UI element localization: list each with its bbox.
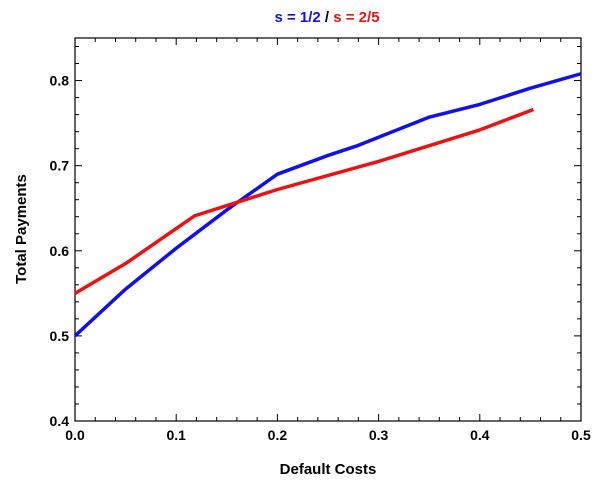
y-axis-label: Total Payments bbox=[13, 174, 30, 284]
x-tick-label: 0.5 bbox=[571, 427, 591, 443]
y-tick-label: 0.8 bbox=[50, 73, 70, 89]
x-axis-label: Default Costs bbox=[280, 461, 377, 478]
x-tick-label: 0.2 bbox=[268, 427, 288, 443]
y-tick-label: 0.6 bbox=[50, 243, 70, 259]
y-tick-label: 0.4 bbox=[50, 413, 70, 429]
x-tick-label: 0.0 bbox=[65, 427, 85, 443]
title-part-red: s = 2/5 bbox=[333, 9, 379, 26]
title-separator: / bbox=[321, 9, 334, 26]
x-tick-label: 0.1 bbox=[166, 427, 186, 443]
axis-ticks bbox=[74, 38, 582, 422]
chart-title: s = 1/2 / s = 2/5 bbox=[274, 9, 379, 26]
axis-tick-labels: 0.0 0.1 0.2 0.3 0.4 0.5 0.4 0.5 0.6 0.7 0.8 bbox=[50, 73, 591, 443]
series-layer bbox=[73, 72, 582, 338]
title-part-blue: s = 1/2 bbox=[274, 9, 320, 26]
y-tick-label: 0.7 bbox=[50, 158, 70, 174]
x-tick-label: 0.4 bbox=[470, 427, 490, 443]
plot-frame bbox=[74, 37, 582, 422]
series-line-blue bbox=[73, 72, 582, 338]
y-tick-label: 0.5 bbox=[50, 328, 70, 344]
x-tick-label: 0.3 bbox=[369, 427, 389, 443]
series-line-red bbox=[74, 107, 535, 295]
